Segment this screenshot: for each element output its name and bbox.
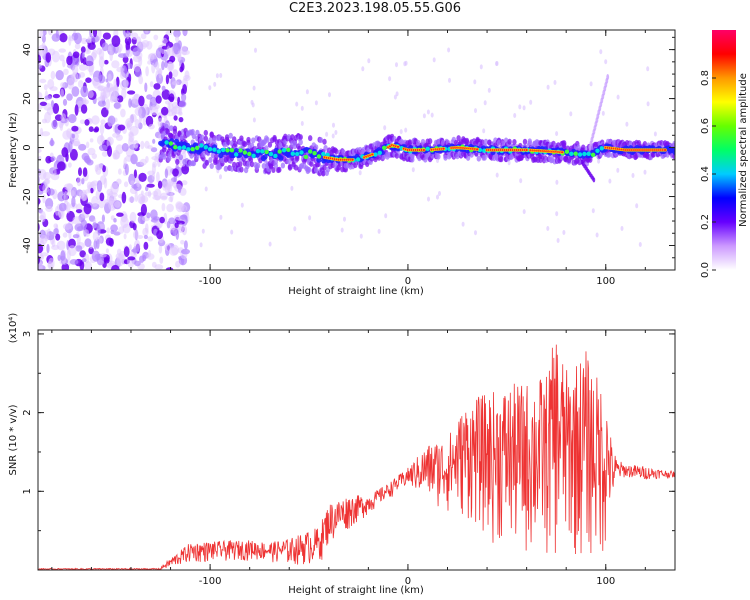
snr-xtick-1: 0	[405, 576, 411, 587]
spectrogram-ytick-3: 20	[22, 92, 33, 105]
noise-region	[38, 30, 666, 270]
snr-series	[38, 344, 675, 570]
colorbar-tick-4: 0.8	[700, 70, 711, 86]
spectral-ridge	[158, 74, 675, 183]
spectrogram-ytick-2: 0	[22, 144, 33, 150]
spectrogram-ytick-1: -20	[22, 188, 33, 204]
spectrogram-xlabel: Height of straight line (km)	[288, 286, 424, 297]
spectrogram-panel: -100 0 100 -40 -20 0 20 40 Height of straight l…	[8, 29, 676, 297]
colorbar-tick-1: 0.2	[700, 214, 711, 230]
spectrogram-xtick-0: -100	[199, 276, 222, 287]
spectrogram-xtick-2: 100	[596, 276, 615, 287]
colorbar-tick-0: 0.0	[700, 262, 711, 278]
snr-xtick-2: 100	[596, 576, 615, 587]
snr-ytick-1: 2	[22, 409, 33, 415]
spectrogram-ytick-4: 40	[22, 43, 33, 56]
snr-ylabel: SNR (10 * v/v)	[8, 404, 19, 475]
snr-ytick-2: 3	[22, 331, 33, 337]
colorbar-tick-3: 0.6	[700, 118, 711, 134]
snr-multiplier: (x10⁴)	[8, 313, 19, 344]
spectrogram-ytick-0: -40	[22, 237, 33, 253]
colorbar-label: Normalized spectral amplitude	[738, 73, 749, 227]
colorbar: 0.0 0.2 0.4 0.6 0.8 Normalized spectral ampl…	[700, 30, 749, 278]
snr-ytick-0: 1	[22, 488, 33, 494]
snr-xlabel: Height of straight line (km)	[288, 585, 424, 596]
spectrogram-xtick-1: 0	[405, 276, 411, 287]
spectrogram-ylabel: Frequency (Hz)	[8, 112, 19, 188]
chart-title: C2E3.2023.198.05.55.G06	[288, 1, 462, 16]
snr-panel: -100 0 100 1 2 3 Height of straight line (km)…	[8, 313, 676, 596]
spectrogram-ticks: -100 0 100 -40 -20 0 20 40	[22, 30, 675, 287]
colorbar-tick-2: 0.4	[700, 166, 711, 182]
spectrogram-frame	[37, 29, 676, 271]
snr-xtick-0: -100	[199, 576, 222, 587]
snr-line	[38, 344, 675, 570]
colorbar-gradient	[712, 30, 736, 270]
colorbar-ticks: 0.0 0.2 0.4 0.6 0.8	[700, 70, 716, 278]
snr-frame	[37, 329, 676, 571]
